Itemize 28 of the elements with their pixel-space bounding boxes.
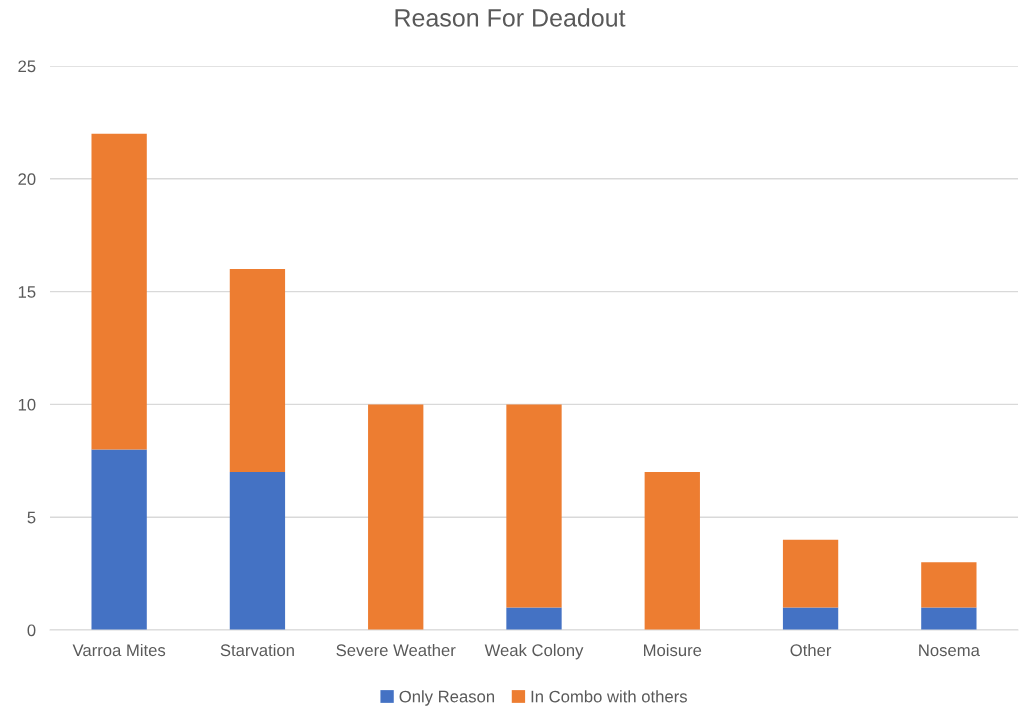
y-tick-label: 25 [18, 60, 36, 73]
x-tick-label: Severe Weather [336, 643, 456, 657]
y-tick-label: 20 [18, 173, 36, 185]
bar [506, 404, 562, 608]
y-tick-label: 15 [18, 286, 36, 298]
y-tick-label: 10 [18, 398, 36, 411]
bar [91, 133, 147, 450]
bar [229, 472, 286, 630]
x-tick-label: Varroa Mites [72, 643, 166, 657]
bar [644, 472, 700, 630]
bar [506, 607, 562, 630]
x-tick-label: Starvation [220, 643, 294, 657]
y-tick-label: 5 [27, 511, 36, 524]
x-tick-label: Other [790, 643, 832, 657]
bar [368, 404, 424, 630]
bar [782, 607, 839, 630]
x-tick-label: Nosema [919, 644, 980, 657]
bar [921, 562, 977, 608]
x-tick-label: Weak Colony [484, 643, 584, 660]
legend-label: In Combo with others [531, 690, 687, 703]
bar [229, 269, 286, 473]
chart-title: Reason For Deadout [395, 8, 626, 27]
bar [921, 607, 977, 630]
bar [782, 539, 839, 608]
y-tick-label: 0 [27, 624, 36, 637]
x-tick-label: Moisure [644, 643, 702, 657]
legend-label: Only Reason [399, 690, 495, 706]
bar [91, 449, 147, 630]
